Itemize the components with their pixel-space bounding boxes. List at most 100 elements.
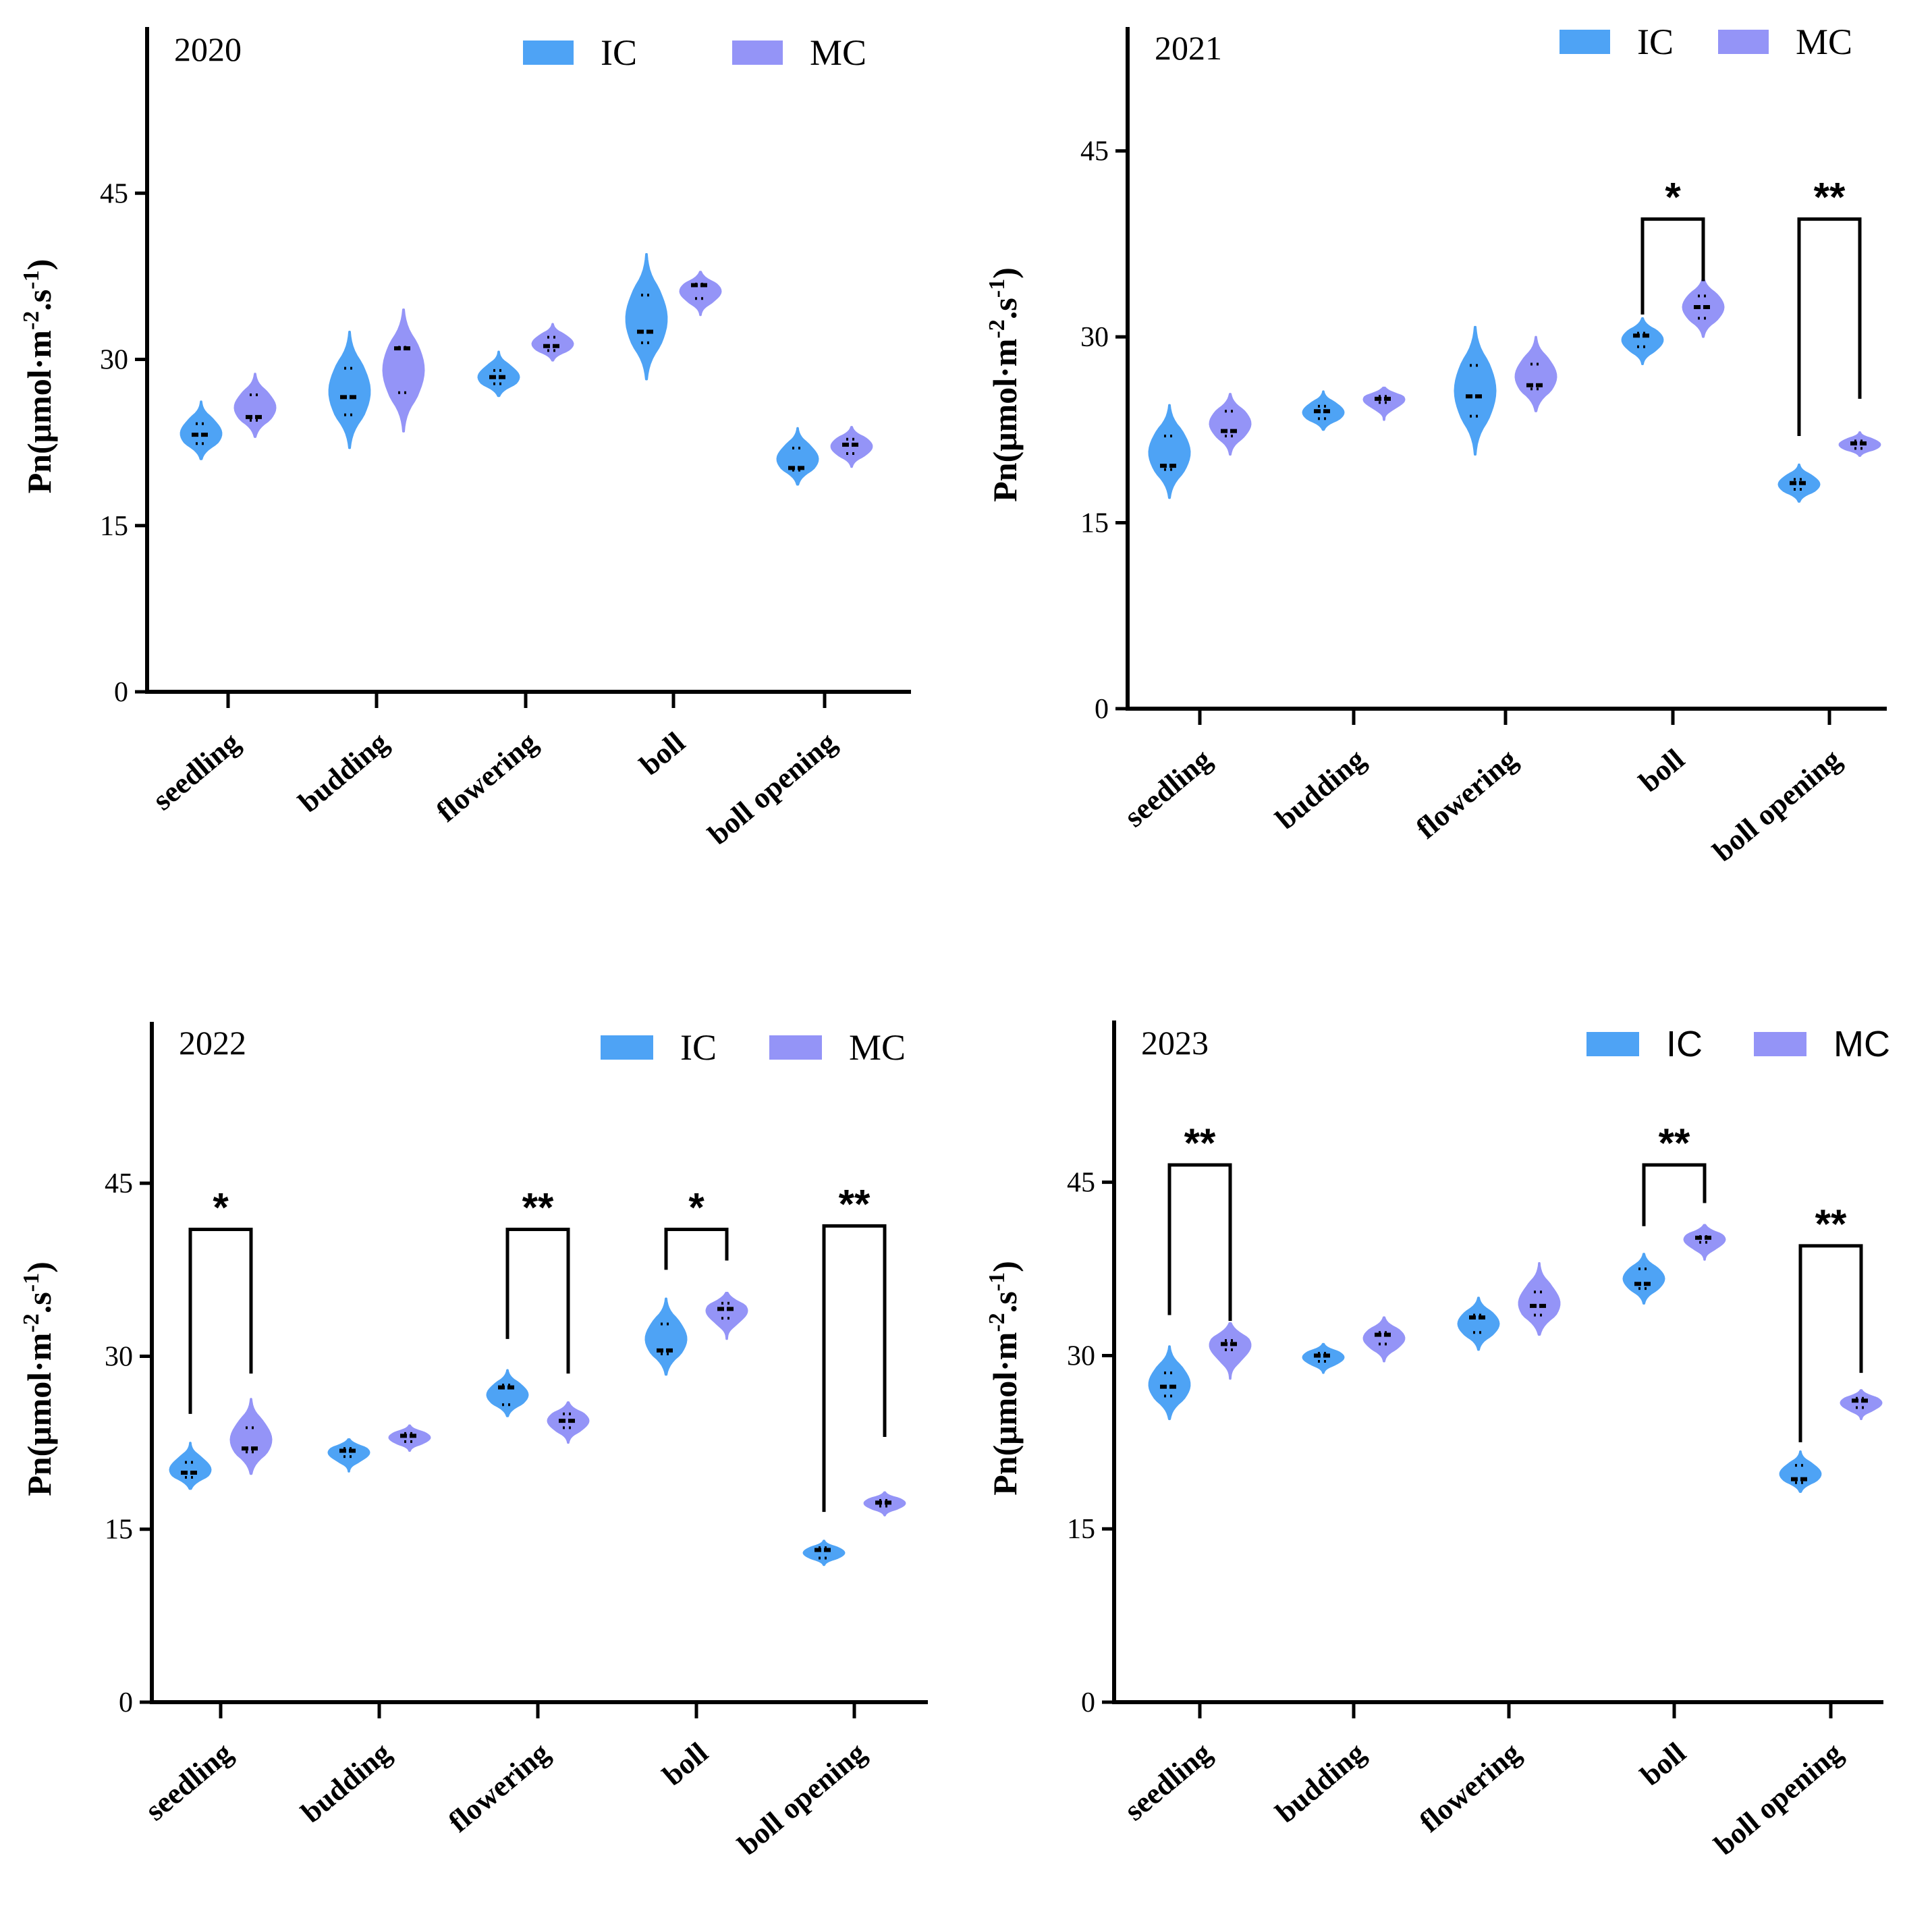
violin-ic-seedling (180, 400, 223, 460)
legend-label-mc: MC (1796, 22, 1852, 62)
significance-bracket (505, 1228, 570, 1374)
violin-ic-seedling (1148, 1345, 1191, 1421)
violin-ic-budding (1302, 1342, 1345, 1374)
violin-ic-boll-opening (1779, 1450, 1822, 1493)
legend-swatch-ic (601, 1035, 653, 1060)
x-tick-label-flowering: flowering (1413, 1736, 1526, 1839)
y-tick-label: 15 (105, 1515, 133, 1546)
y-axis-label: Pn(μmol·m-2.s-1) (19, 259, 58, 494)
significance-bracket (1642, 1163, 1707, 1226)
violin-ic-seedling (1148, 404, 1191, 499)
x-tick-label-flowering: flowering (430, 726, 543, 828)
violin-mc-flowering (1518, 1261, 1561, 1336)
violin-ic-seedling (169, 1442, 212, 1490)
x-tick-label-boll-opening: boll opening (1708, 1736, 1849, 1861)
legend-swatch-mc (1754, 1032, 1806, 1056)
significance-label: ** (1815, 1201, 1847, 1247)
violin-mc-seedling (1209, 393, 1252, 456)
legend-swatch-ic (1586, 1032, 1639, 1056)
year-label: 2020 (174, 30, 242, 68)
x-tick-label-budding: budding (1269, 742, 1371, 836)
violin-ic-boll (1621, 317, 1664, 365)
significance-label: ** (1814, 175, 1846, 220)
significance-bracket (1167, 1163, 1232, 1322)
violin-mc-boll (1683, 1224, 1726, 1261)
violin-ic-budding (328, 330, 371, 450)
y-axis-label: Pn(μmol·m-2.s-1) (19, 1261, 58, 1496)
significance-label: * (688, 1185, 705, 1230)
legend-label-mc: MC (1833, 1024, 1890, 1064)
y-tick-label: 45 (1067, 1168, 1095, 1199)
legend-swatch-ic (1560, 30, 1610, 54)
y-tick-label: 15 (1080, 508, 1109, 539)
x-tick-label-boll-opening: boll opening (702, 726, 843, 851)
legend-label-ic: IC (601, 32, 637, 73)
legend-label-mc: MC (810, 32, 866, 73)
x-tick-label-flowering: flowering (442, 1736, 555, 1839)
violin-ic-boll-opening (776, 427, 819, 486)
y-tick-label: 30 (1067, 1340, 1095, 1371)
violin-ic-flowering (486, 1369, 529, 1417)
violin-mc-seedling (1209, 1322, 1252, 1380)
violin-ic-boll (625, 253, 668, 381)
y-tick-label: 45 (100, 178, 128, 209)
violin-mc-budding (1362, 386, 1406, 421)
panel-2023: Pn(μmol·m-2.s-1) 0 15 30 45 2023 IC MC seedling b… (985, 1020, 1890, 1861)
violin-mc-boll-opening (830, 426, 873, 468)
significance-label: ** (1184, 1120, 1216, 1166)
y-tick-label: 0 (114, 677, 128, 708)
significance-bracket (1640, 217, 1705, 315)
y-axis-label: Pn(μmol·m-2.s-1) (985, 1261, 1024, 1496)
significance-bracket (1798, 1244, 1863, 1442)
y-tick-label: 15 (1067, 1514, 1095, 1545)
violin-ic-flowering (1454, 325, 1497, 456)
violin-mc-boll-opening (1840, 1389, 1883, 1421)
significance-label: ** (1659, 1120, 1690, 1166)
violin-mc-budding (388, 1424, 431, 1452)
y-tick-label: 0 (1095, 694, 1109, 725)
y-tick-label: 30 (105, 1341, 133, 1372)
legend-swatch-mc (769, 1035, 822, 1060)
y-axis-label: Pn(μmol·m-2.s-1) (985, 267, 1024, 502)
significance-bracket (822, 1224, 887, 1513)
significance-bracket (664, 1228, 729, 1270)
y-tick-label: 0 (1081, 1687, 1095, 1718)
violin-mc-seedling (233, 373, 277, 438)
x-tick-label-boll: boll (657, 1736, 715, 1792)
year-label: 2023 (1141, 1024, 1209, 1062)
legend-label-ic: IC (680, 1027, 717, 1068)
violin-ic-flowering (1457, 1297, 1500, 1351)
significance-bracket (1797, 217, 1862, 436)
violin-mc-seedling (229, 1398, 273, 1475)
y-tick-label: 30 (1080, 322, 1109, 353)
y-tick-label: 45 (105, 1168, 133, 1199)
year-label: 2022 (179, 1024, 246, 1062)
legend-label-ic: IC (1666, 1024, 1703, 1064)
panel-2021: Pn(μmol·m-2.s-1) 0 15 30 45 2021 IC MC seedling b… (985, 22, 1887, 868)
legend-label-mc: MC (849, 1027, 906, 1068)
x-tick-label-boll: boll (1633, 742, 1691, 798)
y-tick-label: 45 (1080, 136, 1109, 167)
x-tick-label-boll-opening: boll opening (732, 1736, 873, 1861)
significance-label: * (213, 1185, 229, 1230)
y-tick-label: 30 (100, 345, 128, 376)
legend-swatch-ic (523, 40, 574, 65)
violin-ic-boll (1622, 1253, 1665, 1305)
violin-mc-flowering (531, 323, 574, 362)
violin-ic-boll (644, 1297, 688, 1376)
x-tick-label-boll: boll (1634, 1736, 1692, 1792)
x-tick-label-seedling: seedling (139, 1736, 239, 1827)
violin-ic-boll-opening (802, 1540, 846, 1567)
significance-label: ** (839, 1181, 871, 1226)
x-tick-label-seedling: seedling (1118, 1736, 1218, 1827)
violin-ic-flowering (477, 350, 520, 398)
significance-label: ** (522, 1185, 554, 1230)
x-tick-label-budding: budding (1269, 1736, 1371, 1829)
legend-label-ic: IC (1637, 22, 1674, 62)
violin-mc-boll (705, 1291, 748, 1340)
y-tick-label: 0 (119, 1687, 133, 1718)
violin-mc-budding (1362, 1316, 1406, 1363)
year-label: 2021 (1155, 29, 1222, 67)
x-tick-label-flowering: flowering (1410, 742, 1523, 845)
